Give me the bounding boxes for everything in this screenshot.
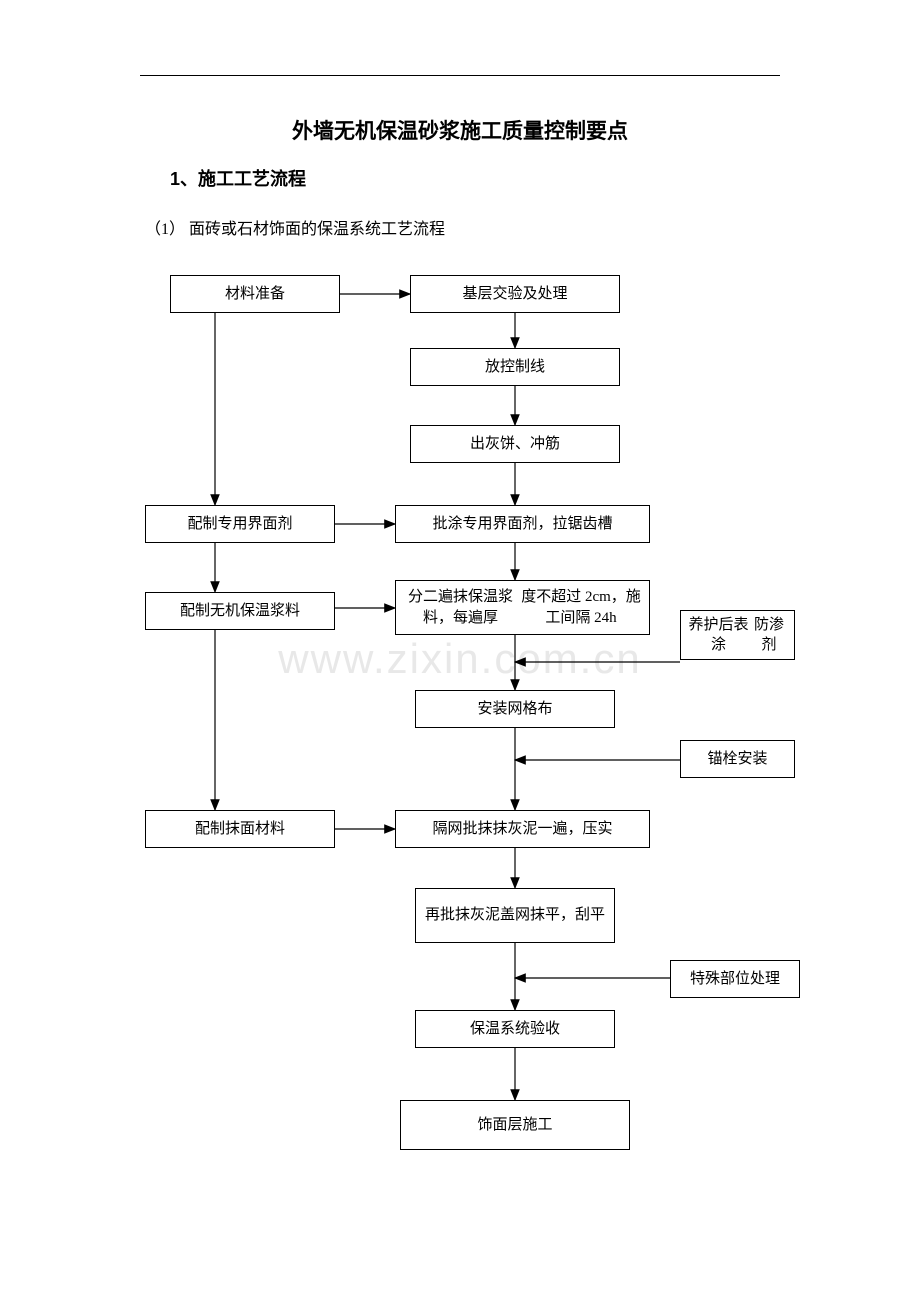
flowchart-node: 再批抹灰泥盖网抹平，刮平 xyxy=(415,888,615,943)
flowchart-node: 安装网格布 xyxy=(415,690,615,728)
page-title: 外墙无机保温砂浆施工质量控制要点 xyxy=(0,115,920,145)
flowchart-node: 出灰饼、冲筋 xyxy=(410,425,620,463)
flowchart-node: 保温系统验收 xyxy=(415,1010,615,1048)
flowchart-node: 分二遍抹保温浆料，每遍厚度不超过 2cm，施工间隔 24h xyxy=(395,580,650,635)
flowchart-node: 饰面层施工 xyxy=(400,1100,630,1150)
flowchart-node: 养护后表涂防渗剂 xyxy=(680,610,795,660)
flowchart-node: 特殊部位处理 xyxy=(670,960,800,998)
top-divider xyxy=(140,75,780,76)
page-container: 外墙无机保温砂浆施工质量控制要点 1、施工工艺流程 （1） 面砖或石材饰面的保温… xyxy=(0,0,920,1302)
section-heading: 1、施工工艺流程 xyxy=(170,165,306,191)
flowchart-node: 配制无机保温浆料 xyxy=(145,592,335,630)
flowchart-node: 隔网批抹抹灰泥一遍，压实 xyxy=(395,810,650,848)
flowchart-node: 配制抹面材料 xyxy=(145,810,335,848)
flowchart-node: 配制专用界面剂 xyxy=(145,505,335,543)
flowchart-node: 材料准备 xyxy=(170,275,340,313)
flowchart-node: 放控制线 xyxy=(410,348,620,386)
sub-heading: （1） 面砖或石材饰面的保温系统工艺流程 xyxy=(145,215,445,239)
flowchart-node: 批涂专用界面剂，拉锯齿槽 xyxy=(395,505,650,543)
flowchart-node: 基层交验及处理 xyxy=(410,275,620,313)
flowchart-node: 锚栓安装 xyxy=(680,740,795,778)
